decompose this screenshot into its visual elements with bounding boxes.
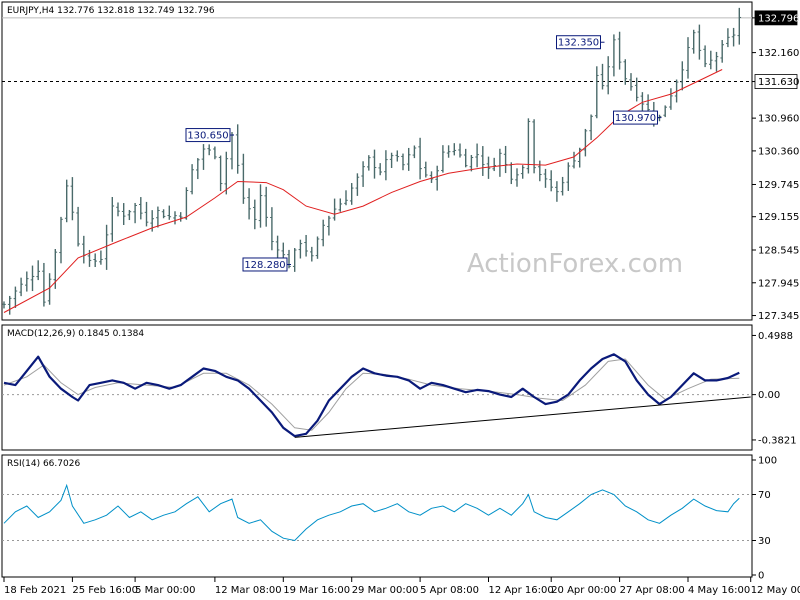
rsi-header: RSI(14) 66.7026 [7, 459, 80, 469]
time-axis-label: 20 Apr 00:00 [551, 585, 616, 596]
time-axis-label: 12 May 00:00 [751, 585, 800, 596]
price-axis-tick-label: 127.345 [758, 311, 799, 322]
time-axis: 18 Feb 2021 25 Feb 16:005 Mar 00:00 12 Mar… [3, 577, 800, 596]
time-axis-label: 5 Mar 00:00 [135, 585, 195, 596]
macd-trendline [294, 396, 751, 438]
reference-price-tag-label: 131.630 [758, 77, 799, 88]
price-annotation-label: 132.350 [558, 38, 599, 49]
macd-axis: 0.4988 0.00 -0.3821 [752, 331, 797, 446]
price-annotation-label: 128.280 [244, 260, 285, 271]
rsi-axis: 100 70 30 0 [752, 456, 777, 582]
time-axis-label: 5 Apr 08:00 [420, 585, 479, 596]
macd-signal-line [3, 358, 740, 431]
price-axis-tick-label: 130.960 [758, 114, 799, 125]
time-axis-label: 18 Feb 2021 [4, 585, 66, 596]
price-axis-tick-label: 130.360 [758, 146, 799, 157]
price-axis-tick-label: 129.155 [758, 212, 799, 223]
price-candles [2, 7, 742, 315]
time-axis-label: 4 May 16:00 [688, 585, 750, 596]
rsi-axis-tick-label: 30 [758, 536, 771, 547]
macd-axis-tick-label: -0.3821 [758, 435, 797, 446]
rsi-axis-tick-label: 0 [758, 571, 764, 582]
price-axis-tick-label: 129.745 [758, 180, 799, 191]
price-panel: ActionForex.com 130.650128.280132.350130… [1, 1, 753, 321]
current-price-tag-label: 132.796 [758, 13, 799, 24]
macd-axis-tick-label: 0.00 [758, 390, 780, 401]
time-axis-label: 29 Mar 00:00 [352, 585, 419, 596]
macd-panel: MACD(12,26,9) 0.1845 0.1384 [1, 324, 753, 451]
rsi-line [3, 483, 740, 542]
rsi-gridlines [2, 494, 752, 541]
rsi-panel: RSI(14) 66.7026 [1, 454, 753, 578]
time-axis-label: 12 Apr 16:00 [489, 585, 554, 596]
time-axis-label: 12 Mar 08:00 [215, 585, 282, 596]
time-axis-label: 19 Mar 16:00 [283, 585, 350, 596]
macd-header: MACD(12,26,9) 0.1845 0.1384 [7, 329, 144, 339]
price-axis: 132.796 132.160 131.630 130.960 130.360 129.7… [752, 10, 799, 322]
rsi-axis-tick-label: 70 [758, 490, 771, 501]
price-axis-tick-label: 132.160 [758, 48, 799, 59]
macd-line [3, 353, 740, 438]
price-annotation-label: 130.970 [615, 113, 656, 124]
price-axis-tick-label: 127.945 [758, 278, 799, 289]
price-gridlines [2, 17, 752, 83]
time-axis-label: 27 Apr 08:00 [620, 585, 685, 596]
watermark: ActionForex.com [467, 249, 683, 279]
price-axis-tick-label: 128.545 [758, 246, 799, 257]
price-annotations: 130.650 128.280 132.350 130.970 [185, 35, 662, 272]
time-axis-label: 25 Feb 16:00 [72, 585, 138, 596]
price-annotation-label: 130.650 [187, 131, 228, 142]
price-header: EURJPY,H4 132.776 132.818 132.749 132.79… [7, 6, 215, 16]
current-price-tag [754, 10, 798, 26]
reference-price-tag [754, 74, 798, 89]
macd-axis-tick-label: 0.4988 [758, 331, 793, 342]
rsi-axis-tick-label: 100 [758, 456, 777, 467]
